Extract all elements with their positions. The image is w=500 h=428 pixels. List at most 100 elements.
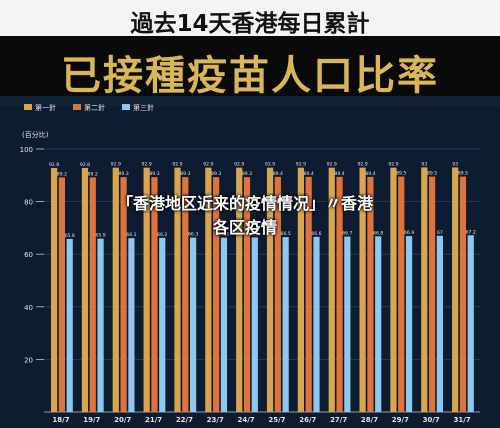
y-tick-label: 80 (24, 199, 33, 207)
bar (459, 176, 467, 412)
data-label: 93 (421, 161, 427, 167)
data-label: 89.3 (211, 171, 221, 177)
data-label: 66.8 (373, 230, 383, 236)
data-label: 89.5 (427, 171, 437, 177)
data-label: 65.8 (65, 233, 75, 239)
chart-title: 過去14天香港每日累計 (130, 11, 370, 37)
overlay-line-1: 「香港地区近来的疫情情况」〃香港 (116, 194, 373, 213)
data-label: 92.9 (234, 162, 244, 168)
y-axis-label: (百分比) (22, 130, 49, 139)
data-label: 92.9 (327, 162, 337, 168)
bar (266, 167, 274, 412)
x-ticks: 18/7 19/7 20/7 21/7 22/7 23/7 24/7 25/7 26/7 27/7… (52, 416, 470, 424)
bar (313, 236, 320, 412)
x-tick-label: 20/7 (114, 416, 131, 424)
chart-subtitle: 已接種疫苗人口比率 (61, 53, 439, 99)
data-label: 89.4 (334, 171, 344, 177)
data-label: 89.3 (180, 171, 190, 177)
data-label: 65.9 (95, 233, 105, 239)
data-label: 92.9 (296, 162, 306, 168)
data-label: 92.9 (357, 162, 367, 168)
y-tick-label: 20 (24, 356, 33, 364)
x-tick-label: 28/7 (361, 416, 378, 424)
bar (429, 176, 436, 412)
data-label: 89.4 (304, 171, 314, 177)
y-tick-label: 40 (24, 304, 33, 312)
data-label: 66.4 (250, 231, 260, 237)
data-label: 89.4 (365, 171, 375, 177)
legend-swatch (73, 104, 81, 110)
data-label: 89.4 (273, 171, 283, 177)
data-label: 66.1 (126, 232, 136, 238)
bar (112, 167, 119, 412)
y-tick-label: 100 (20, 146, 33, 154)
bar (243, 177, 251, 412)
legend-swatch (122, 104, 130, 110)
legend-swatch (24, 104, 32, 110)
data-label: 89.2 (88, 171, 98, 177)
bar (190, 237, 197, 412)
x-tick-label: 31/7 (453, 416, 470, 424)
data-label: 66.6 (311, 231, 321, 237)
bar (282, 237, 289, 412)
x-tick-label: 21/7 (145, 416, 162, 424)
data-label: 66.2 (157, 232, 167, 238)
bar (213, 177, 220, 412)
bar (220, 237, 228, 412)
x-tick-label: 23/7 (207, 416, 224, 424)
data-label: 92.8 (49, 162, 59, 168)
title-banner-light (0, 0, 500, 36)
data-label: 89.5 (396, 171, 406, 177)
bar (236, 167, 243, 412)
x-tick-label: 19/7 (83, 416, 100, 424)
bar (89, 177, 96, 412)
data-label: 92.8 (80, 162, 90, 168)
plot-top-band (0, 96, 500, 106)
bar (274, 176, 281, 412)
data-label: 89.3 (118, 171, 128, 177)
x-tick-label: 25/7 (268, 416, 285, 424)
y-tick-label: 60 (24, 251, 33, 259)
legend-label: 第一針 (35, 103, 56, 112)
data-label: 92.9 (172, 162, 182, 168)
bar (58, 177, 65, 412)
bar (205, 167, 212, 412)
bar (128, 238, 135, 412)
bar (375, 236, 382, 412)
bar (97, 238, 104, 412)
bar (51, 167, 58, 412)
y-ticks: 20 40 60 80 100 (20, 146, 44, 364)
bar (367, 176, 374, 412)
data-label: 66.9 (404, 230, 414, 236)
data-label: 89.3 (149, 171, 159, 177)
data-label: 92.9 (388, 162, 398, 168)
data-label: 67.2 (466, 229, 476, 235)
data-label: 67 (437, 230, 443, 236)
data-label: 66.7 (342, 231, 352, 237)
bar (143, 167, 150, 412)
data-label: 66.3 (219, 232, 229, 238)
x-tick-label: 24/7 (238, 416, 255, 424)
bar (182, 177, 189, 412)
x-tick-label: 26/7 (299, 416, 316, 424)
legend-label: 第二針 (84, 103, 105, 112)
x-tick-label: 22/7 (176, 416, 193, 424)
bar (66, 238, 73, 412)
data-label: 66.5 (281, 231, 291, 237)
data-label: 89.2 (57, 171, 67, 177)
x-tick-label: 18/7 (52, 416, 69, 424)
bar (120, 177, 127, 412)
bar (436, 235, 443, 412)
bar (336, 176, 343, 412)
bar (251, 237, 258, 412)
bar (328, 167, 335, 412)
bar (467, 235, 474, 412)
bar (452, 167, 459, 412)
bars: 92.8 89.2 65.8 92.8 89.2 65.9 92.9 89.3 66.1 92.9… (49, 161, 476, 412)
bar (159, 237, 166, 412)
title-banner-dark (0, 36, 500, 96)
bar (344, 236, 351, 412)
bar (151, 177, 158, 412)
overlay-line-2: 各区疫情 (212, 218, 277, 237)
